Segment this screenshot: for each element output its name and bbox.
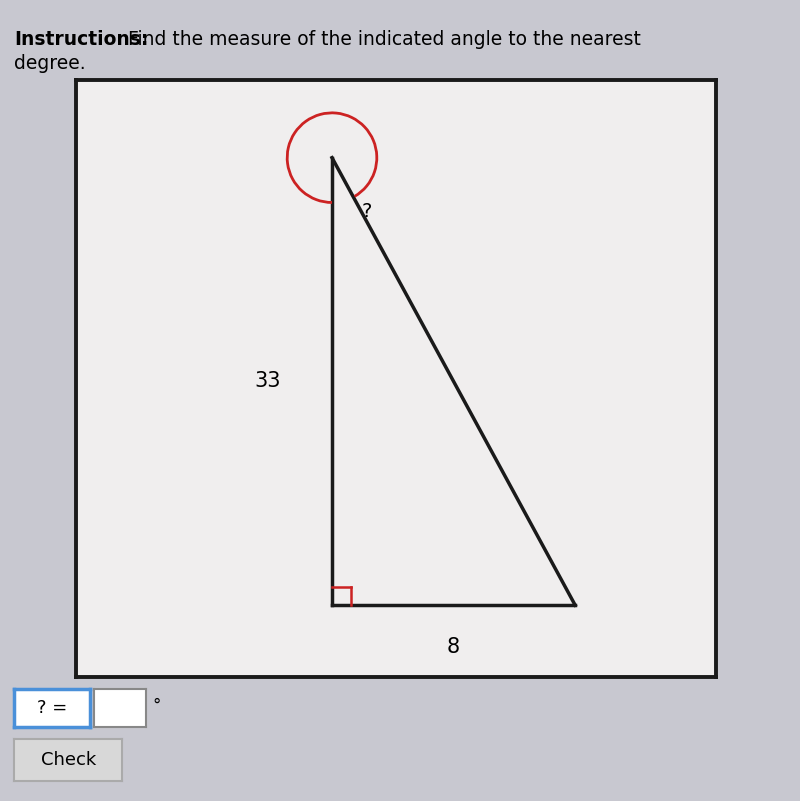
Text: ? =: ? = (38, 699, 67, 717)
Text: °: ° (153, 697, 161, 715)
Text: ?: ? (362, 202, 372, 221)
Text: 33: 33 (254, 372, 282, 392)
Text: 8: 8 (447, 637, 460, 657)
Text: Check: Check (41, 751, 96, 769)
Text: Find the measure of the indicated angle to the nearest: Find the measure of the indicated angle … (122, 30, 642, 50)
Text: degree.: degree. (14, 54, 86, 73)
Text: Instructions:: Instructions: (14, 30, 149, 50)
